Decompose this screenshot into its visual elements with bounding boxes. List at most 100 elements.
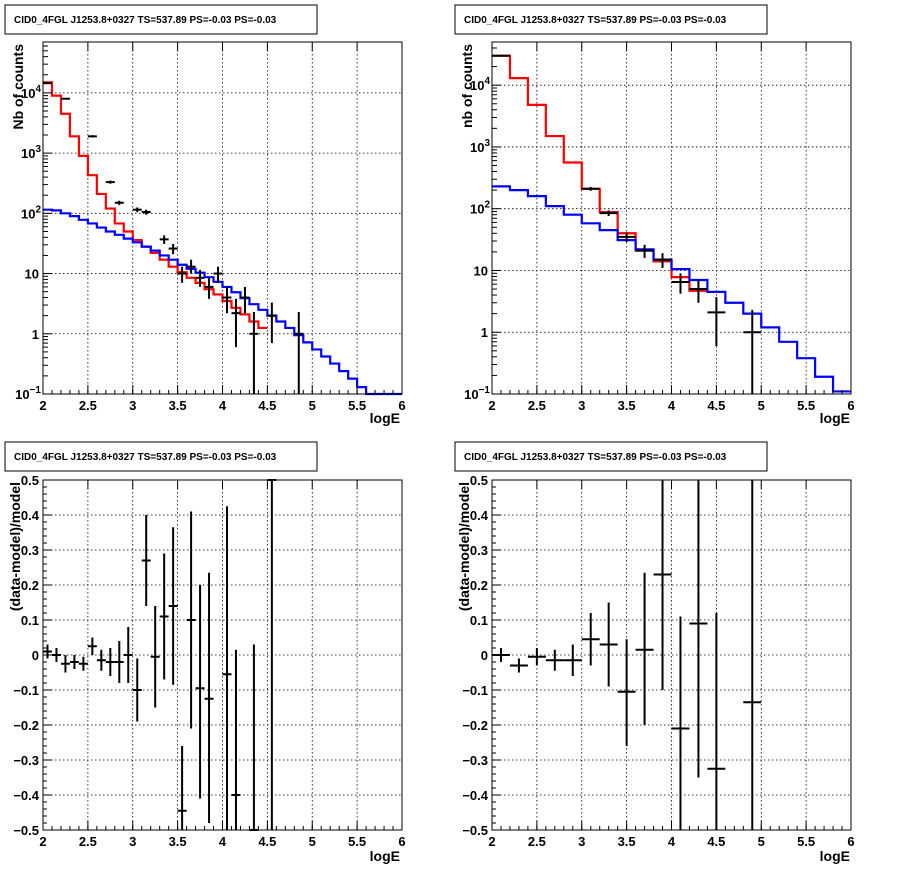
- data-point: [141, 515, 151, 606]
- x-axis-label: logE: [370, 410, 400, 426]
- y-tick-label: 0.2: [21, 578, 39, 593]
- data-point: [222, 506, 232, 830]
- y-tick-label: 0.1: [21, 613, 39, 628]
- y-tick-label: −0.3: [13, 753, 39, 768]
- grid: [492, 480, 851, 830]
- data-point: [581, 186, 600, 191]
- axes: 2 2.5 3 3.5 4 4.5 5 5.5 6 −0.5 −0.4 −0.3 −0.2 −0.1 0 0.…: [462, 473, 854, 849]
- plot-area: [43, 81, 402, 396]
- source-model-histogram: [43, 208, 402, 396]
- data-point: [43, 644, 52, 659]
- x-tick-label: 4.5: [258, 834, 276, 849]
- data-point: [563, 644, 582, 676]
- x-tick-label: 4: [668, 834, 676, 849]
- data-point: [132, 207, 142, 213]
- x-tick-label: 3.5: [618, 398, 636, 413]
- data-point: [51, 648, 61, 662]
- y-tick-label: 102: [21, 204, 41, 221]
- y-tick-label: 0: [32, 648, 39, 663]
- data-point: [222, 286, 232, 314]
- chart-title: CID0_4FGL J1253.8+0327 TS=537.89 PS=-0.0…: [464, 452, 727, 463]
- data-point: [545, 649, 564, 671]
- x-tick-label: 5.5: [348, 834, 366, 849]
- x-tick-label: 6: [847, 834, 854, 849]
- x-axis-label: logE: [820, 848, 850, 864]
- x-tick-label: 2: [488, 834, 495, 849]
- data-point: [294, 311, 304, 394]
- data-point: [617, 639, 636, 746]
- title-box: CID0_4FGL J1253.8+0327 TS=537.89 PS=-0.0…: [4, 4, 318, 35]
- y-tick-label: −0.1: [13, 683, 39, 698]
- data-point: [635, 572, 654, 725]
- data-point: [105, 648, 115, 676]
- y-tick-label: 1: [481, 325, 488, 340]
- plot-area: [492, 480, 762, 830]
- y-tick-label: 0.4: [21, 508, 40, 523]
- y-tick-label: 102: [470, 200, 490, 217]
- x-tick-label: 2: [39, 398, 46, 413]
- y-tick-label: −0.2: [462, 718, 488, 733]
- y-tick-label: −0.5: [13, 823, 39, 838]
- y-axis-label: (data-model)/model: [456, 482, 472, 611]
- data-point: [186, 259, 196, 274]
- title-box: CID0_4FGL J1253.8+0327 TS=537.89 PS=-0.0…: [454, 4, 768, 35]
- chart-title: CID0_4FGL J1253.8+0327 TS=537.89 PS=-0.0…: [14, 452, 277, 463]
- axes: 2 2.5 3 3.5 4 4.5 5 5.5 6 10−1 1 10 102 103 104: [15, 41, 406, 413]
- x-tick-label: 3.5: [169, 834, 187, 849]
- x-tick-label: 6: [847, 398, 854, 413]
- x-tick-label: 5: [758, 834, 765, 849]
- data-point: [231, 298, 241, 348]
- data-point: [87, 637, 97, 655]
- data-point: [78, 656, 88, 671]
- y-tick-label: 0.3: [21, 543, 39, 558]
- y-tick-label: −0.2: [13, 718, 39, 733]
- data-point: [69, 655, 79, 669]
- data-point: [60, 655, 70, 673]
- title-box: CID0_4FGL J1253.8+0327 TS=537.89 PS=-0.0…: [454, 441, 768, 472]
- x-tick-label: 4: [668, 398, 676, 413]
- y-tick-label: 10−1: [15, 385, 41, 402]
- data-point: [159, 235, 169, 244]
- data-point: [689, 480, 708, 778]
- y-tick-label: −0.4: [462, 788, 488, 803]
- grid: [43, 480, 402, 830]
- data-point: [177, 746, 187, 830]
- plot-area: [43, 479, 277, 831]
- data-point: [707, 297, 726, 346]
- x-tick-label: 4.5: [707, 398, 725, 413]
- plot-area: [492, 54, 851, 394]
- data-point: [527, 648, 546, 666]
- data-point: [707, 613, 726, 830]
- x-tick-label: 5: [309, 834, 316, 849]
- data-point: [689, 280, 708, 303]
- y-tick-label: −0.4: [13, 788, 39, 803]
- y-tick-label: −0.1: [462, 683, 488, 698]
- data-point: [267, 302, 277, 344]
- x-tick-label: 3: [578, 834, 585, 849]
- chart-title: CID0_4FGL J1253.8+0327 TS=537.89 PS=-0.0…: [14, 15, 277, 26]
- title-box: CID0_4FGL J1253.8+0327 TS=537.89 PS=-0.0…: [4, 441, 318, 472]
- x-tick-label: 2: [488, 398, 495, 413]
- panel-residuals-right: CID0_4FGL J1253.8+0327 TS=537.89 PS=-0.0…: [454, 441, 855, 864]
- x-axis-label: logE: [820, 410, 850, 426]
- data-point: [186, 511, 196, 729]
- y-tick-label: 0.1: [470, 613, 488, 628]
- data-point: [177, 266, 187, 283]
- x-tick-label: 2: [39, 834, 46, 849]
- x-tick-label: 3: [129, 398, 136, 413]
- data-point: [249, 644, 259, 831]
- x-tick-label: 2.5: [528, 398, 546, 413]
- data-point: [231, 649, 241, 830]
- panel-counts-left: CID0_4FGL J1253.8+0327 TS=537.89 PS=-0.0…: [4, 4, 406, 426]
- x-tick-label: 6: [398, 834, 405, 849]
- x-tick-label: 4: [219, 398, 227, 413]
- x-tick-label: 2.5: [79, 834, 97, 849]
- source-model-histogram: [492, 185, 851, 393]
- axes: 2 2.5 3 3.5 4 4.5 5 5.5 6 −0.5 −0.4 −0.3 −0.2 −0.1 0 0.…: [13, 473, 405, 849]
- data-point: [168, 527, 178, 685]
- y-tick-label: 104: [470, 76, 490, 93]
- axes: 2 2.5 3 3.5 4 4.5 5 5.5 6 10−1 1 10 102 103 104: [464, 41, 855, 413]
- data-point: [653, 253, 672, 268]
- y-tick-label: 10: [25, 267, 39, 282]
